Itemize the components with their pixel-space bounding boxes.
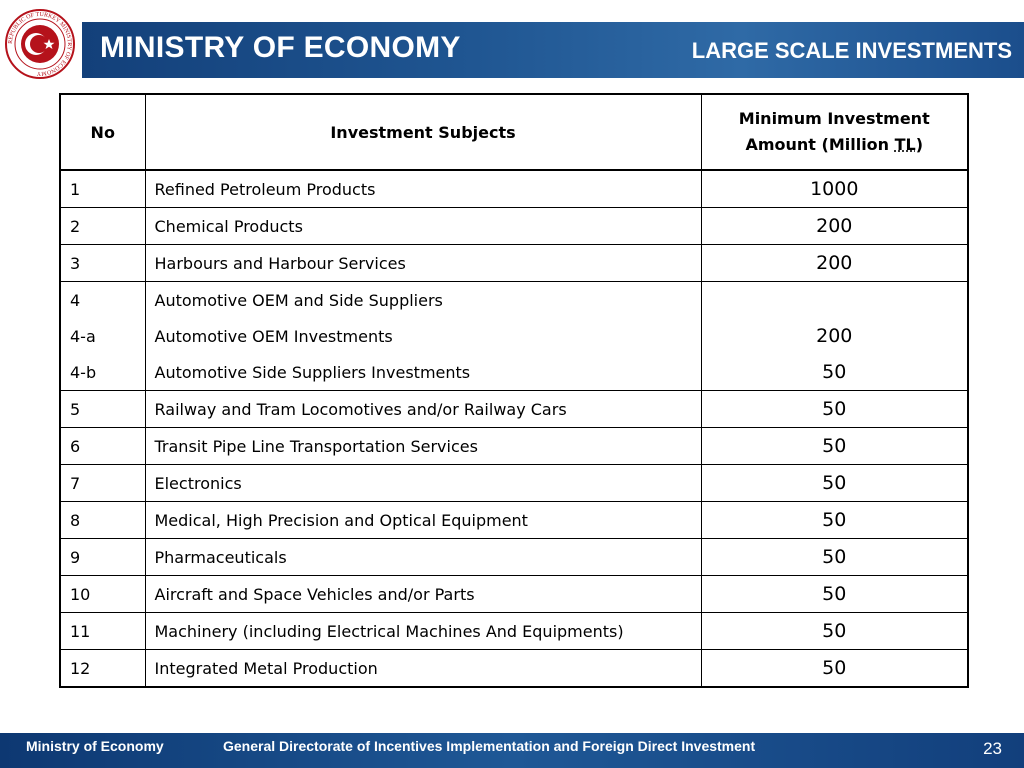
row-subject: Automotive Side Suppliers Investments xyxy=(144,354,702,391)
table-row: 10 Aircraft and Space Vehicles and/or Pa… xyxy=(59,575,969,613)
footer-ministry-name: Ministry of Economy xyxy=(26,738,164,754)
row-amount: 50 xyxy=(700,427,969,465)
row-no: 9 xyxy=(59,538,146,576)
table-row: 4-b Automotive Side Suppliers Investment… xyxy=(59,354,969,391)
row-amount: 50 xyxy=(700,538,969,576)
table-row: 4 Automotive OEM and Side Suppliers xyxy=(59,281,969,318)
row-amount: 50 xyxy=(700,354,969,391)
row-no: 10 xyxy=(59,575,146,613)
row-subject: Railway and Tram Locomotives and/or Rail… xyxy=(144,390,702,428)
table-row: 7 Electronics 50 xyxy=(59,464,969,502)
table-row: 8 Medical, High Precision and Optical Eq… xyxy=(59,501,969,539)
investments-table: No Investment Subjects Minimum Investmen… xyxy=(59,93,969,688)
table-row: 12 Integrated Metal Production 50 xyxy=(59,649,969,688)
row-subject: Pharmaceuticals xyxy=(144,538,702,576)
row-amount: 50 xyxy=(700,501,969,539)
row-amount: 50 xyxy=(700,649,969,688)
ministry-seal-logo: REPUBLIC OF TURKEY MINISTRY OF ECONOMY xyxy=(4,8,76,80)
row-amount: 50 xyxy=(700,390,969,428)
footer-bar: Ministry of Economy General Directorate … xyxy=(0,733,1024,768)
row-no: 7 xyxy=(59,464,146,502)
table-row: 9 Pharmaceuticals 50 xyxy=(59,538,969,576)
row-no: 8 xyxy=(59,501,146,539)
header-no: No xyxy=(59,93,146,171)
row-subject: Automotive OEM and Side Suppliers xyxy=(144,281,702,318)
table-row: 6 Transit Pipe Line Transportation Servi… xyxy=(59,427,969,465)
header-minimum-amount: Minimum Investment Amount (Million TL) xyxy=(700,93,969,171)
row-amount: 1000 xyxy=(700,169,969,208)
row-no: 4-a xyxy=(59,318,146,354)
table-row: 5 Railway and Tram Locomotives and/or Ra… xyxy=(59,390,969,428)
header-amount-suffix: ) xyxy=(915,135,924,154)
row-amount: 200 xyxy=(700,244,969,282)
header-investment-subjects: Investment Subjects xyxy=(144,93,702,171)
header-amount-line1: Minimum Investment xyxy=(738,109,930,128)
row-no: 2 xyxy=(59,207,146,245)
page-subtitle: LARGE SCALE INVESTMENTS xyxy=(691,38,1012,63)
row-subject: Transit Pipe Line Transportation Service… xyxy=(144,427,702,465)
row-subject: Integrated Metal Production xyxy=(144,649,702,688)
row-subject: Electronics xyxy=(144,464,702,502)
table-row: 1 Refined Petroleum Products 1000 xyxy=(59,169,969,208)
row-amount: 200 xyxy=(700,207,969,245)
row-amount: 200 xyxy=(700,318,969,354)
row-subject: Medical, High Precision and Optical Equi… xyxy=(144,501,702,539)
slide-page-number: 23 xyxy=(983,739,1002,758)
row-no: 11 xyxy=(59,612,146,650)
row-no: 4-b xyxy=(59,354,146,391)
table-row: 4-a Automotive OEM Investments 200 xyxy=(59,318,969,354)
row-amount: 50 xyxy=(700,575,969,613)
table-row: 11 Machinery (including Electrical Machi… xyxy=(59,612,969,650)
row-no: 12 xyxy=(59,649,146,688)
footer-directorate: General Directorate of Incentives Implem… xyxy=(223,738,756,754)
row-subject: Harbours and Harbour Services xyxy=(144,244,702,282)
row-no: 1 xyxy=(59,169,146,208)
header-banner: MINISTRY OF ECONOMY LARGE SCALE INVESTME… xyxy=(82,22,1024,78)
row-subject: Aircraft and Space Vehicles and/or Parts xyxy=(144,575,702,613)
row-subject: Refined Petroleum Products xyxy=(144,169,702,208)
row-no: 5 xyxy=(59,390,146,428)
row-subject: Automotive OEM Investments xyxy=(144,318,702,354)
header-amount-prefix: Amount (Million xyxy=(745,135,895,154)
table-row: 3 Harbours and Harbour Services 200 xyxy=(59,244,969,282)
table-row: 2 Chemical Products 200 xyxy=(59,207,969,245)
page-title: MINISTRY OF ECONOMY xyxy=(100,31,461,64)
row-subject: Machinery (including Electrical Machines… xyxy=(144,612,702,650)
header-amount-unit: TL xyxy=(894,135,916,154)
row-subject: Chemical Products xyxy=(144,207,702,245)
table-header-row: No Investment Subjects Minimum Investmen… xyxy=(59,93,969,171)
row-amount: 50 xyxy=(700,612,969,650)
row-amount xyxy=(700,281,969,318)
row-no: 4 xyxy=(59,281,146,318)
row-no: 3 xyxy=(59,244,146,282)
row-no: 6 xyxy=(59,427,146,465)
row-amount: 50 xyxy=(700,464,969,502)
